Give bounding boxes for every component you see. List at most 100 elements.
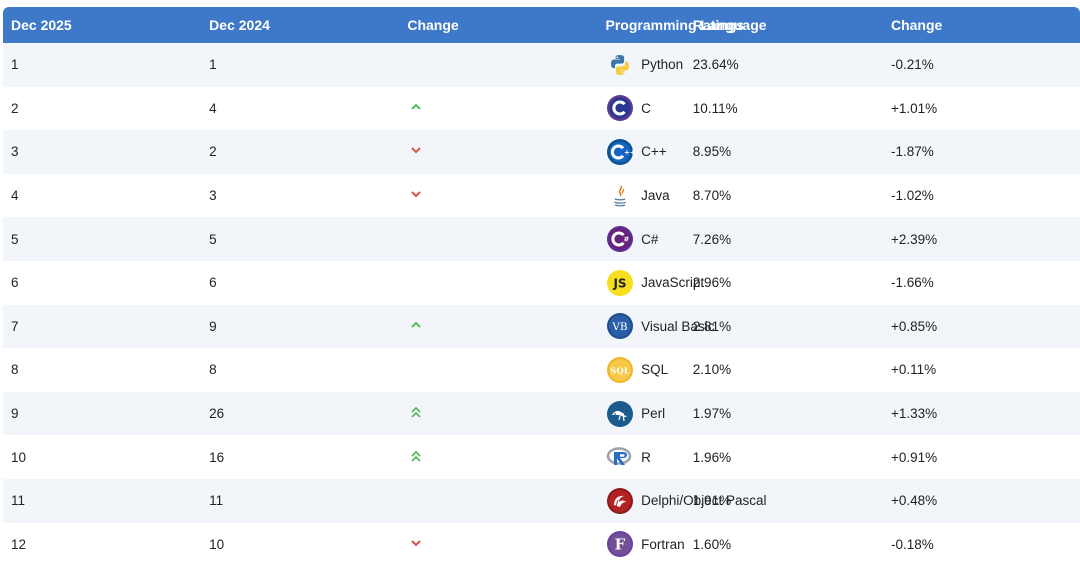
rating-change-cell: +1.01% — [890, 100, 938, 116]
current-rank-cell: 12 — [11, 536, 27, 552]
svg-text:VB: VB — [611, 321, 628, 333]
rating-change-cell: +0.48% — [890, 493, 938, 509]
rating-change-cell: +0.85% — [890, 318, 938, 334]
previous-rank-cell: 2 — [209, 144, 217, 160]
language-name-cell: C++ — [641, 144, 667, 160]
rating-cell: 23.64% — [692, 57, 739, 73]
current-rank-cell: 2 — [11, 100, 19, 116]
previous-rank-cell: 9 — [209, 318, 217, 334]
arrow-down-icon — [409, 187, 423, 201]
trend-cell — [399, 435, 597, 479]
rating-cell: 8.95% — [692, 144, 732, 160]
language-name-cell: C — [641, 100, 651, 116]
current-rank-cell: 3 — [11, 144, 19, 160]
language-icon-cell: # — [598, 217, 642, 261]
javascript-icon: JS — [606, 269, 634, 297]
header-ratings[interactable]: Ratings — [692, 17, 745, 33]
header-current-rank[interactable]: Dec 2025 — [11, 17, 72, 33]
previous-rank-cell: 3 — [209, 188, 217, 204]
language-icon-cell — [598, 43, 642, 87]
language-icon-cell: JS — [598, 261, 642, 305]
rating-change-cell: +0.11% — [890, 362, 937, 378]
language-icon-cell — [598, 174, 642, 218]
visual-basic-icon: VB — [606, 312, 634, 340]
rating-change-cell: -1.66% — [890, 275, 934, 291]
rating-cell: 10.11% — [692, 100, 738, 116]
arrow-down-icon — [409, 536, 423, 550]
table-header-row: Dec 2025 Dec 2024 Change Programming Lan… — [3, 7, 1080, 43]
language-icon-cell: F — [598, 523, 642, 567]
csharp-icon: # — [606, 225, 634, 253]
trend-cell — [399, 392, 597, 436]
svg-text:F: F — [614, 536, 625, 554]
table-row[interactable]: 10 16 R 1.96% +0.91% — [3, 435, 1080, 479]
trend-cell — [399, 348, 597, 392]
rating-cell: 1.91% — [692, 493, 732, 509]
current-rank-cell: 9 — [11, 406, 19, 422]
previous-rank-cell: 6 — [209, 275, 217, 291]
fortran-icon: F — [606, 530, 634, 558]
header-change-trend[interactable]: Change — [407, 17, 459, 33]
table-row[interactable]: 2 4 C 10.11% +1.01% — [3, 86, 1080, 131]
language-icon-cell — [598, 479, 642, 523]
trend-cell — [399, 523, 597, 567]
current-rank-cell: 8 — [11, 362, 19, 378]
table-row[interactable]: 1 1 Python 23.64% -0.21% — [3, 43, 1080, 87]
rating-change-cell: -1.87% — [890, 144, 934, 160]
table-row[interactable]: 11 11 Delphi/Object Pascal 1.91% +0.48% — [3, 478, 1080, 523]
svg-text:JS: JS — [612, 276, 626, 290]
rating-change-cell: +1.33% — [890, 406, 938, 422]
previous-rank-cell: 5 — [209, 231, 217, 247]
language-name-cell: Java — [641, 188, 670, 204]
table-row[interactable]: 7 9 VB Visual Basic 2.81% +0.85% — [3, 304, 1080, 349]
language-name-cell: Fortran — [641, 536, 685, 552]
previous-rank-cell: 11 — [209, 493, 224, 509]
svg-text:SQL: SQL — [610, 366, 630, 376]
table-row[interactable]: 8 8 SQL SQL 2.10% +0.11% — [3, 348, 1080, 392]
table-row[interactable]: 6 6 JS JavaScript 2.96% -1.66% — [3, 260, 1080, 305]
table-row[interactable]: 5 5 # C# 7.26% +2.39% — [3, 217, 1080, 261]
ranking-table-container: Dec 2025 Dec 2024 Change Programming Lan… — [3, 7, 1080, 573]
language-name-cell: Python — [641, 57, 684, 73]
rating-cell: 7.26% — [692, 231, 732, 247]
arrow-up-icon — [409, 318, 423, 332]
language-icon-cell: ++ — [598, 130, 642, 174]
r-icon — [606, 443, 634, 471]
table-row[interactable]: 4 3 Java 8.70% -1.02% — [3, 173, 1080, 218]
sql-icon: SQL — [606, 356, 634, 384]
rating-cell: 2.96% — [692, 275, 732, 291]
trend-cell — [399, 174, 597, 218]
double-arrow-up-icon — [409, 405, 423, 419]
language-icon-cell — [598, 435, 642, 479]
language-ranking-table: Dec 2025 Dec 2024 Change Programming Lan… — [3, 7, 1080, 567]
language-name-cell: Delphi/Object Pascal — [641, 493, 767, 509]
svg-text:++: ++ — [624, 148, 634, 156]
previous-rank-cell: 16 — [209, 449, 225, 465]
header-programming-language[interactable]: Programming Language — [605, 17, 767, 33]
table-row[interactable]: 3 2 ++ C++ 8.95% -1.87% — [3, 130, 1080, 174]
rating-cell: 1.96% — [692, 449, 732, 465]
language-name-cell: SQL — [641, 362, 669, 378]
trend-cell — [399, 87, 597, 131]
current-rank-cell: 1 — [11, 57, 19, 73]
table-row[interactable]: 9 26 Perl 1.97% +1.33% — [3, 391, 1080, 436]
trend-cell — [399, 261, 597, 305]
current-rank-cell: 7 — [11, 318, 19, 334]
trend-cell — [399, 479, 597, 523]
language-name-cell: R — [641, 449, 651, 465]
rating-change-cell: -0.18% — [890, 536, 934, 552]
language-name-cell: Perl — [641, 406, 666, 422]
header-rating-change[interactable]: Change — [890, 17, 943, 33]
language-name-cell: Visual Basic — [641, 318, 715, 334]
rating-cell: 8.70% — [692, 188, 732, 204]
language-name-cell: JavaScript — [641, 275, 705, 291]
previous-rank-cell: 4 — [209, 100, 217, 116]
rating-cell: 2.10% — [692, 362, 732, 378]
header-previous-rank[interactable]: Dec 2024 — [209, 17, 270, 33]
perl-icon — [606, 400, 634, 428]
rating-cell: 1.60% — [692, 536, 732, 552]
rating-change-cell: -0.21% — [890, 57, 934, 73]
table-row[interactable]: 12 10 F Fortran 1.60% -0.18% — [3, 522, 1080, 567]
current-rank-cell: 4 — [11, 188, 19, 204]
language-icon-cell: SQL — [598, 348, 642, 392]
